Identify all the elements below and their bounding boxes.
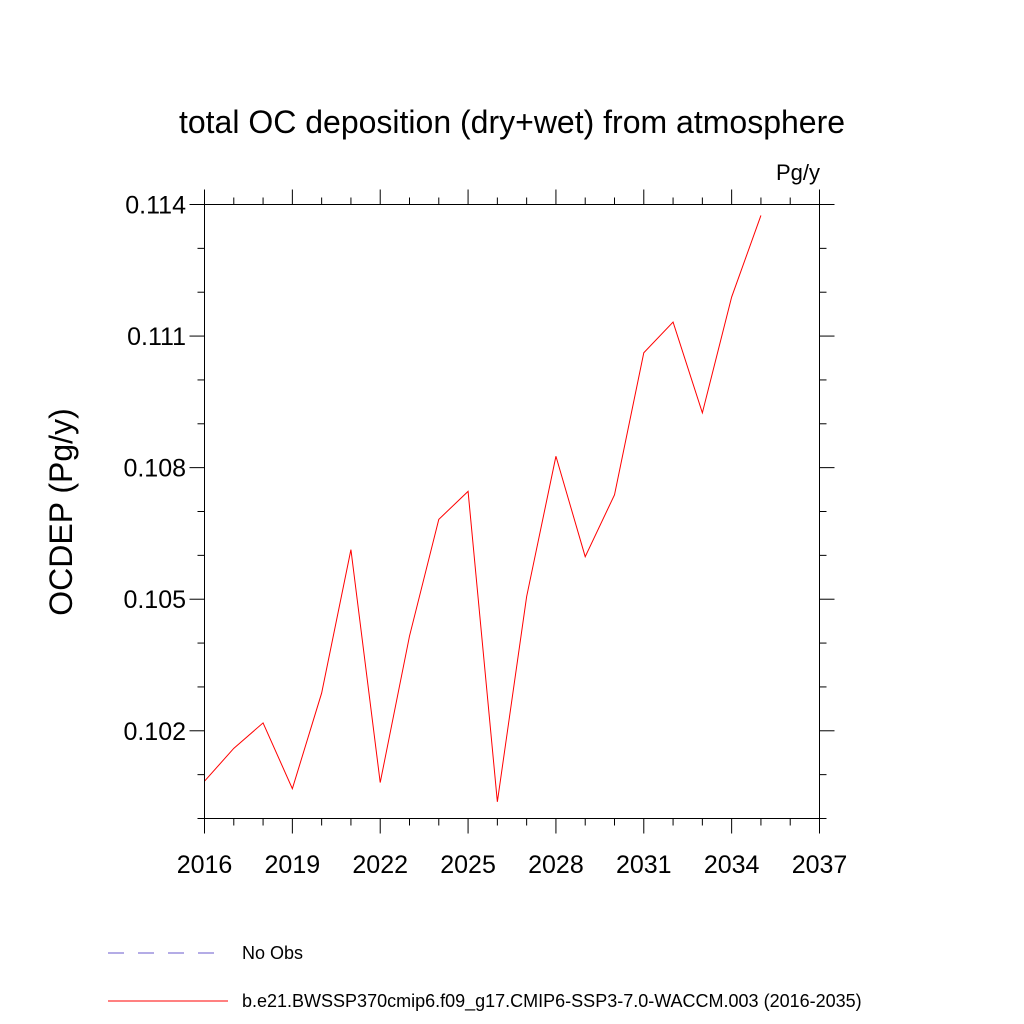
x-tick-label: 2028 [528,851,584,879]
y-tick-label: 0.108 [123,455,186,483]
x-tick-label: 2019 [265,851,321,879]
axis-ticks [189,189,835,834]
y-tick-label: 0.102 [123,718,186,746]
x-tick-label: 2031 [616,851,672,879]
legend-label-no-obs: No Obs [242,943,303,963]
x-tick-label: 2022 [352,851,408,879]
y-tick-label: 0.114 [125,192,186,220]
series-line [204,215,762,802]
y-tick-label: 0.105 [123,586,186,614]
legend-label-model: b.e21.BWSSP370cmip6.f09_g17.CMIP6-SSP3-7… [242,991,862,1012]
x-tick-label: 2025 [440,851,496,879]
y-tick-labels: 0.102 0.105 0.108 0.111 0.114 [123,192,186,746]
legend: No Obs b.e21.BWSSP370cmip6.f09_g17.CMIP6… [108,943,862,1012]
y-tick-label: 0.111 [127,323,186,351]
y-axis-title: OCDEP (Pg/y) [43,408,79,615]
chart-title: total OC deposition (dry+wet) from atmos… [179,104,845,140]
plot-frame [204,204,820,819]
x-tick-label: 2034 [704,851,760,879]
x-tick-labels: 2016 2019 2022 2025 2028 2031 2034 2037 [177,851,848,879]
x-tick-label: 2037 [792,851,848,879]
x-tick-label: 2016 [177,851,233,879]
data-series [204,215,762,802]
units-label: Pg/y [776,160,820,185]
